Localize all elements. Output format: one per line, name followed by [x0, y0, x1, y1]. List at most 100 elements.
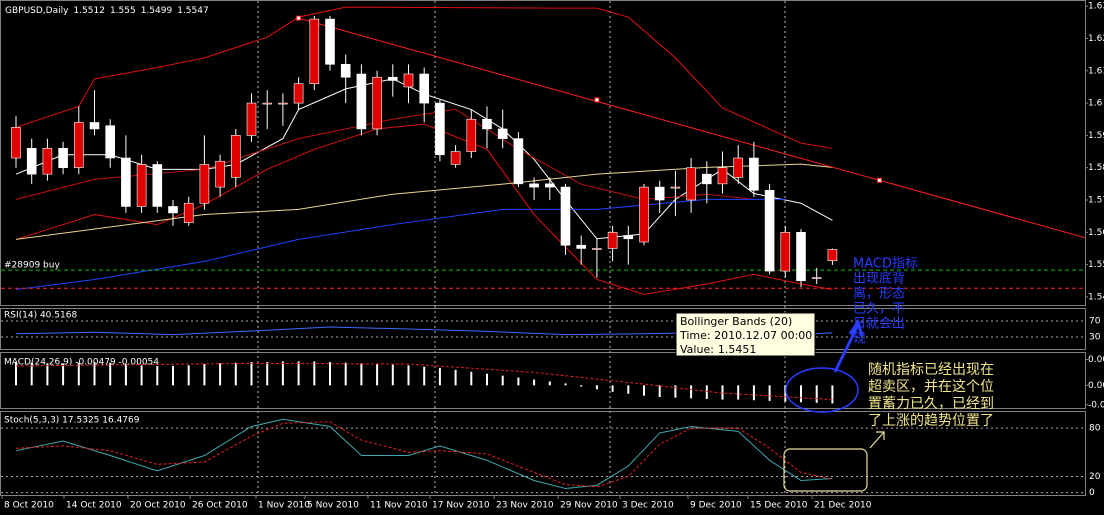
- trendline-anchor: [594, 97, 600, 103]
- y-tick-label: 1.6: [1088, 99, 1103, 109]
- candle-body: [11, 127, 21, 159]
- macd-bar: [454, 369, 457, 386]
- macd-panel: [0, 352, 1086, 409]
- candle-body: [796, 232, 806, 282]
- macd-bar: [156, 365, 159, 386]
- x-tick-label: 11 Nov 2010: [370, 501, 428, 511]
- candle-body: [764, 190, 775, 272]
- macd-bar: [674, 385, 677, 398]
- y-tick-label: -0.0: [1088, 400, 1104, 410]
- stoch-label: Stoch(5,3,3) 17.5325 16.4769: [4, 416, 140, 426]
- candle-body: [246, 102, 257, 136]
- rsi-label: RSI(14) 40.5168: [4, 311, 77, 321]
- y-tick-label: 1.62: [1088, 34, 1104, 44]
- annotation: 出现底背: [853, 271, 905, 287]
- candle-body: [419, 73, 430, 104]
- candle-body: [544, 183, 555, 188]
- chart-header: GBPUSD,Daily 1.5512 1.555 1.5499 1.5547: [5, 6, 209, 16]
- y-tick-label: 0.00: [1088, 355, 1104, 365]
- y-tick-label: 1.58: [1088, 163, 1104, 173]
- candle-body: [356, 73, 367, 130]
- candle-body: [576, 244, 587, 249]
- candle-body: [231, 135, 241, 178]
- macd-label: MACD(24,26,9) -0.00479 -0.00054: [4, 358, 159, 368]
- annotation: 日就会出: [853, 317, 905, 332]
- candle-body: [529, 183, 539, 188]
- ohlc-high: 1.555: [110, 6, 136, 16]
- y-tick-label: 80: [1089, 424, 1101, 434]
- annotation: MACD指标: [853, 257, 918, 272]
- trendline-anchor: [296, 15, 302, 21]
- candle-body: [74, 122, 84, 168]
- macd-bar: [93, 362, 96, 386]
- candle-body: [325, 18, 335, 65]
- macd-bar: [234, 362, 237, 386]
- candle-body: [639, 186, 649, 243]
- x-tick-label: 3 Dec 2010: [622, 501, 674, 511]
- macd-bar: [407, 365, 410, 386]
- y-tick-label: 70: [1089, 317, 1101, 327]
- candle-body: [513, 138, 524, 185]
- macd-bar: [737, 385, 740, 400]
- annotation: 现: [853, 332, 866, 347]
- x-tick-label: 26 Oct 2010: [192, 501, 248, 511]
- y-tick-label: 1.61: [1088, 66, 1104, 76]
- candle-body: [450, 151, 461, 165]
- panel-frames: [0, 0, 1086, 496]
- macd-bar: [329, 362, 331, 386]
- arrow: [833, 318, 864, 373]
- tooltip-value-number: 1.5451: [718, 343, 757, 356]
- macd-bar: [423, 366, 426, 386]
- macd-bar: [187, 365, 190, 386]
- x-tick-label: 21 Dec 2010: [814, 501, 872, 511]
- macd-bar: [313, 361, 316, 386]
- x-tick-label: 20 Oct 2010: [130, 501, 186, 511]
- candle-body: [686, 167, 696, 201]
- candle-body: [309, 18, 320, 85]
- annotation: 了上涨的趋势位置了: [868, 413, 994, 429]
- macd-bar: [501, 375, 504, 386]
- macd-bar: [109, 362, 112, 386]
- y-tick-label: 30: [1089, 333, 1101, 343]
- x-tick-label: 8 Oct 2010: [4, 501, 54, 511]
- candle-body: [199, 164, 210, 204]
- macd-bar: [360, 363, 363, 386]
- annotation: 置蓄力已久，已经到: [868, 396, 994, 412]
- macd-bar: [643, 385, 645, 396]
- macd-bar: [784, 385, 787, 402]
- candle-body: [278, 102, 288, 105]
- macd-bar: [580, 385, 583, 387]
- x-tick-label: 1 Nov 2010: [258, 501, 310, 511]
- macd-bar: [297, 361, 300, 386]
- x-tick-label: 5 Nov 2010: [307, 501, 359, 511]
- candle-body: [26, 148, 37, 175]
- candle-body: [623, 235, 634, 240]
- macd-bar: [752, 385, 755, 401]
- macd-bar: [15, 362, 17, 386]
- y-tick-label: 1.57: [1088, 196, 1104, 206]
- tooltip-value: Value: 1.5451: [680, 343, 756, 356]
- candle-body: [780, 232, 791, 272]
- macd-bar: [831, 385, 834, 404]
- overlay-line: [15, 78, 833, 240]
- macd-bar: [140, 365, 143, 386]
- candle-body: [89, 122, 100, 130]
- macd-bar: [376, 364, 379, 386]
- candle-body: [482, 118, 492, 130]
- candle-body: [262, 102, 273, 105]
- macd-bar: [470, 371, 473, 386]
- stoch-panel: [0, 411, 1086, 496]
- macd-bar: [611, 385, 614, 392]
- candle-body: [607, 232, 618, 249]
- x-tick-label: 29 Nov 2010: [560, 501, 618, 511]
- annotation: 随机指标已经出现在: [868, 362, 994, 378]
- macd-bar: [77, 362, 80, 386]
- macd-bar: [721, 385, 724, 400]
- candle-body: [58, 148, 68, 168]
- candle-body: [466, 118, 477, 152]
- macd-bar: [250, 362, 253, 386]
- macd-bar: [438, 367, 441, 386]
- y-tick-label: 0: [1089, 488, 1095, 498]
- candle-body: [168, 206, 178, 214]
